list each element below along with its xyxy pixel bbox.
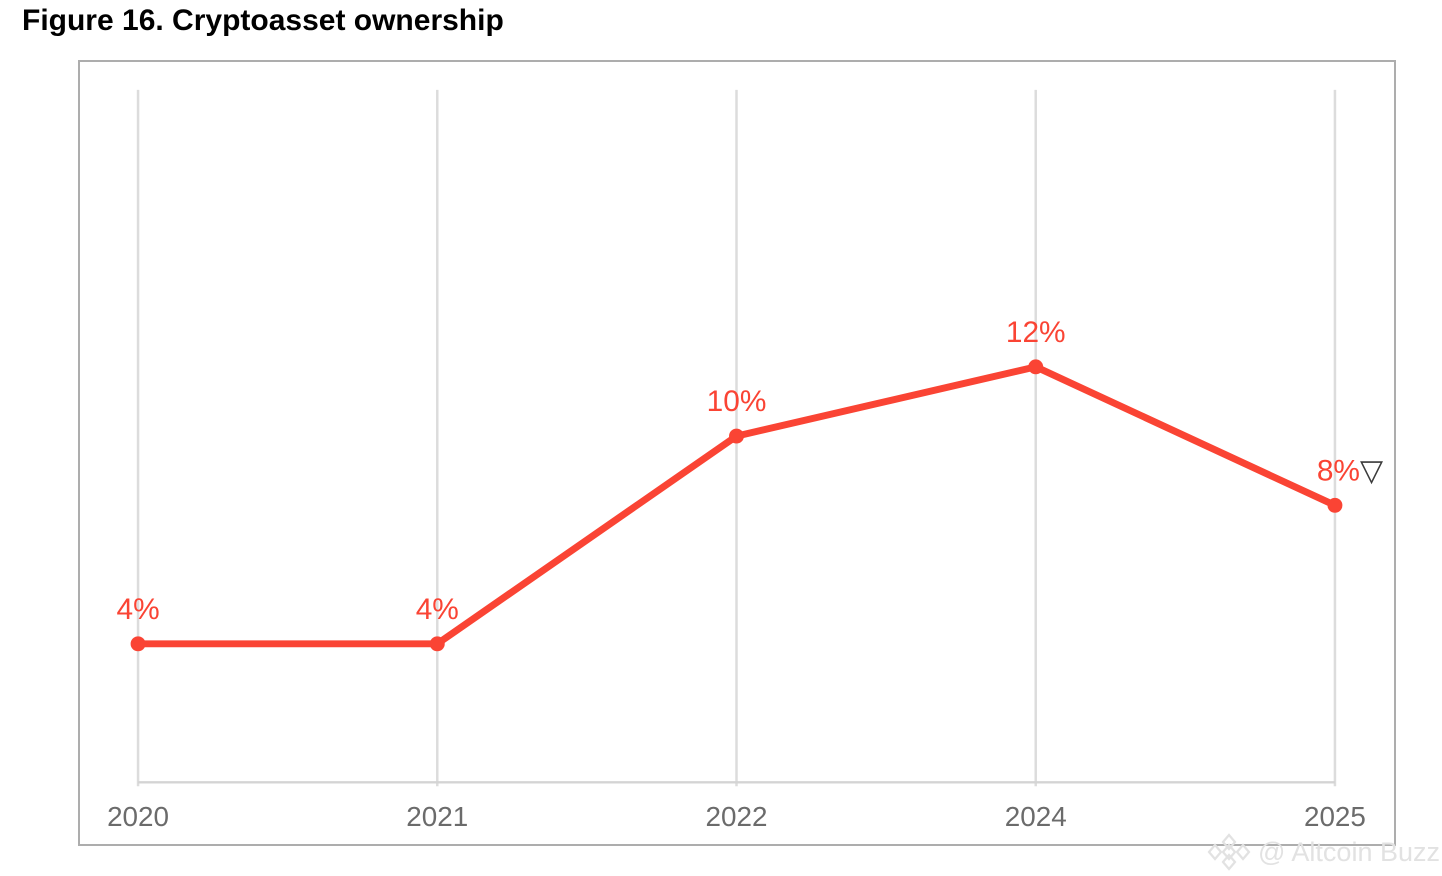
x-tick-label: 2022 [706, 801, 768, 832]
data-label: 4% [117, 593, 160, 626]
data-point [729, 428, 744, 444]
down-triangle-icon: ▽ [1360, 454, 1383, 487]
data-point [1327, 497, 1343, 513]
x-tick-label: 2024 [1005, 801, 1067, 832]
x-tick-label: 2020 [107, 801, 169, 832]
data-point [1028, 359, 1044, 375]
data-label-with-marker: 8%▽ [1317, 454, 1383, 487]
x-tick-label: 2021 [406, 801, 468, 832]
data-label: 10% [707, 385, 767, 418]
data-label: 4% [416, 593, 459, 626]
chart-panel: 2020 2021 2022 2024 2025 4% 4% 10% 12% 8%▽ [78, 60, 1396, 846]
data-point [130, 636, 146, 652]
x-tick-label: 2025 [1304, 801, 1366, 832]
line-chart-svg: 2020 2021 2022 2024 2025 4% 4% 10% 12% 8%▽ [107, 89, 1383, 832]
data-point [429, 636, 445, 652]
figure-title: Figure 16. Cryptoasset ownership [22, 4, 504, 37]
data-label: 12% [1006, 316, 1066, 349]
